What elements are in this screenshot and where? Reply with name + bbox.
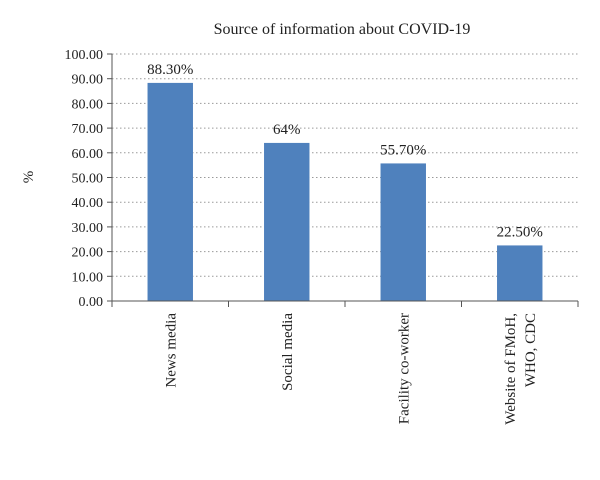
- y-tick-label: 10.00: [72, 270, 104, 285]
- y-tick-label: 30.00: [72, 221, 104, 236]
- data-label: 22.50%: [497, 224, 543, 240]
- category-labels: News media Social media Facility co-worker…: [163, 313, 539, 425]
- y-tick-label: 40.00: [72, 196, 104, 211]
- y-tick-label: 0.00: [79, 295, 104, 310]
- y-tick-labels: 0.00 10.00 20.00 30.00 40.00 50.00 60.00 70.00 8…: [65, 48, 104, 310]
- y-tick-label: 100.00: [65, 48, 104, 63]
- category-label: Social media: [280, 313, 296, 391]
- category-label: News media: [163, 313, 179, 388]
- bar: [380, 163, 426, 301]
- y-tick-label: 60.00: [72, 147, 104, 162]
- axes: [107, 53, 579, 307]
- chart-title: Source of information about COVID-19: [214, 21, 471, 38]
- bar: [264, 142, 310, 301]
- y-tick-label: 70.00: [72, 122, 104, 137]
- category-label: Facility co-worker: [396, 313, 412, 424]
- data-label: 55.70%: [380, 142, 426, 158]
- category-label-line: News media: [163, 313, 179, 388]
- data-label: 88.30%: [147, 62, 193, 78]
- category-label-line: Social media: [280, 313, 296, 391]
- category-label: Website of FMoH, WHO, CDC: [503, 313, 539, 425]
- y-tick-label: 80.00: [72, 97, 104, 112]
- data-label: 64%: [273, 122, 301, 138]
- category-label-line: Website of FMoH,: [503, 313, 519, 425]
- bar: [147, 82, 193, 301]
- y-axis-label: %: [21, 171, 37, 184]
- category-label-line: WHO, CDC: [523, 313, 539, 387]
- y-tick-label: 20.00: [72, 246, 104, 261]
- y-tick-label: 90.00: [72, 73, 104, 88]
- bars: [147, 82, 543, 301]
- y-tick-label: 50.00: [72, 172, 104, 187]
- bar: [497, 245, 543, 301]
- category-label-line: Facility co-worker: [396, 313, 412, 424]
- data-labels: 88.30% 64% 55.70% 22.50%: [147, 62, 543, 241]
